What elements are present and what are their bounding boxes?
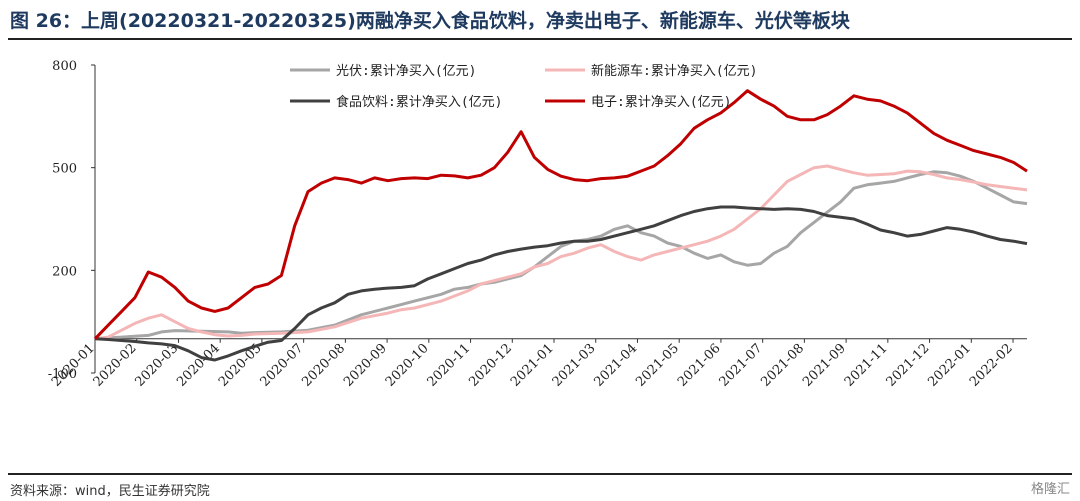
watermark-text: 格隆汇 <box>1030 482 1070 497</box>
figure-header: 图 26：上周(20220321-20220325)两融净买入食品饮料，净卖出电… <box>0 0 1080 38</box>
figure-source: 资料来源：wind，民生证券研究院 <box>10 484 210 499</box>
x-tick-label: 2020-09 <box>341 341 390 390</box>
x-tick-label: 2022-02 <box>967 341 1016 390</box>
x-tick-label: 2021-12 <box>884 341 933 390</box>
legend-label: 光伏:累计净买入(亿元) <box>336 64 476 79</box>
x-tick-label: 2020-05 <box>216 341 265 390</box>
figure-title: 图 26：上周(20220321-20220325)两融净买入食品饮料，净卖出电… <box>10 10 850 32</box>
x-tick-label: 2021-04 <box>591 341 640 390</box>
x-tick-label: 2021-05 <box>633 341 682 390</box>
x-tick-label: 2021-01 <box>508 341 557 390</box>
series-line-3 <box>93 89 1028 340</box>
series-line-0 <box>94 170 1028 341</box>
x-tick-label: 2021-06 <box>675 341 724 390</box>
chart-series-lines <box>93 89 1028 362</box>
x-tick-label: 2021-11 <box>842 341 891 390</box>
x-tick-label: 2020-11 <box>425 341 474 390</box>
x-tick-label: 2020-08 <box>299 341 348 390</box>
y-tick-label: 200 <box>52 264 77 279</box>
x-tick-label: 2021-09 <box>800 341 849 390</box>
x-tick-label: 2020-10 <box>383 341 432 390</box>
x-tick-label: 2020-07 <box>258 341 307 390</box>
x-tick-label: 2021-03 <box>550 341 599 390</box>
series-line-2 <box>94 205 1028 362</box>
legend-label: 电子:累计净买入(亿元) <box>591 95 731 110</box>
x-tick-label: 2020-01 <box>49 341 98 390</box>
x-tick-label: 2020-12 <box>466 341 515 390</box>
y-tick-label: 800 <box>52 59 77 74</box>
legend-label: 新能源车:累计净买入(亿元) <box>591 63 757 79</box>
series-line-1 <box>94 164 1028 341</box>
top-divider <box>8 38 1072 40</box>
x-tick-label: 2020-03 <box>132 341 181 390</box>
x-tick-label: 2020-02 <box>91 341 140 390</box>
y-tick-label: 500 <box>52 162 77 177</box>
bottom-divider <box>8 473 1072 475</box>
chart-legend: 光伏:累计净买入(亿元) 新能源车:累计净买入(亿元) 食品饮料:累计净买入(亿元)… <box>290 63 757 110</box>
x-tick-label: 2021-08 <box>758 341 807 390</box>
y-tick-label: -100 <box>48 367 77 382</box>
legend-label: 食品饮料:累计净买入(亿元) <box>336 94 502 110</box>
x-tick-label: 2022-01 <box>925 341 974 390</box>
x-tick-label: 2021-07 <box>717 341 766 390</box>
